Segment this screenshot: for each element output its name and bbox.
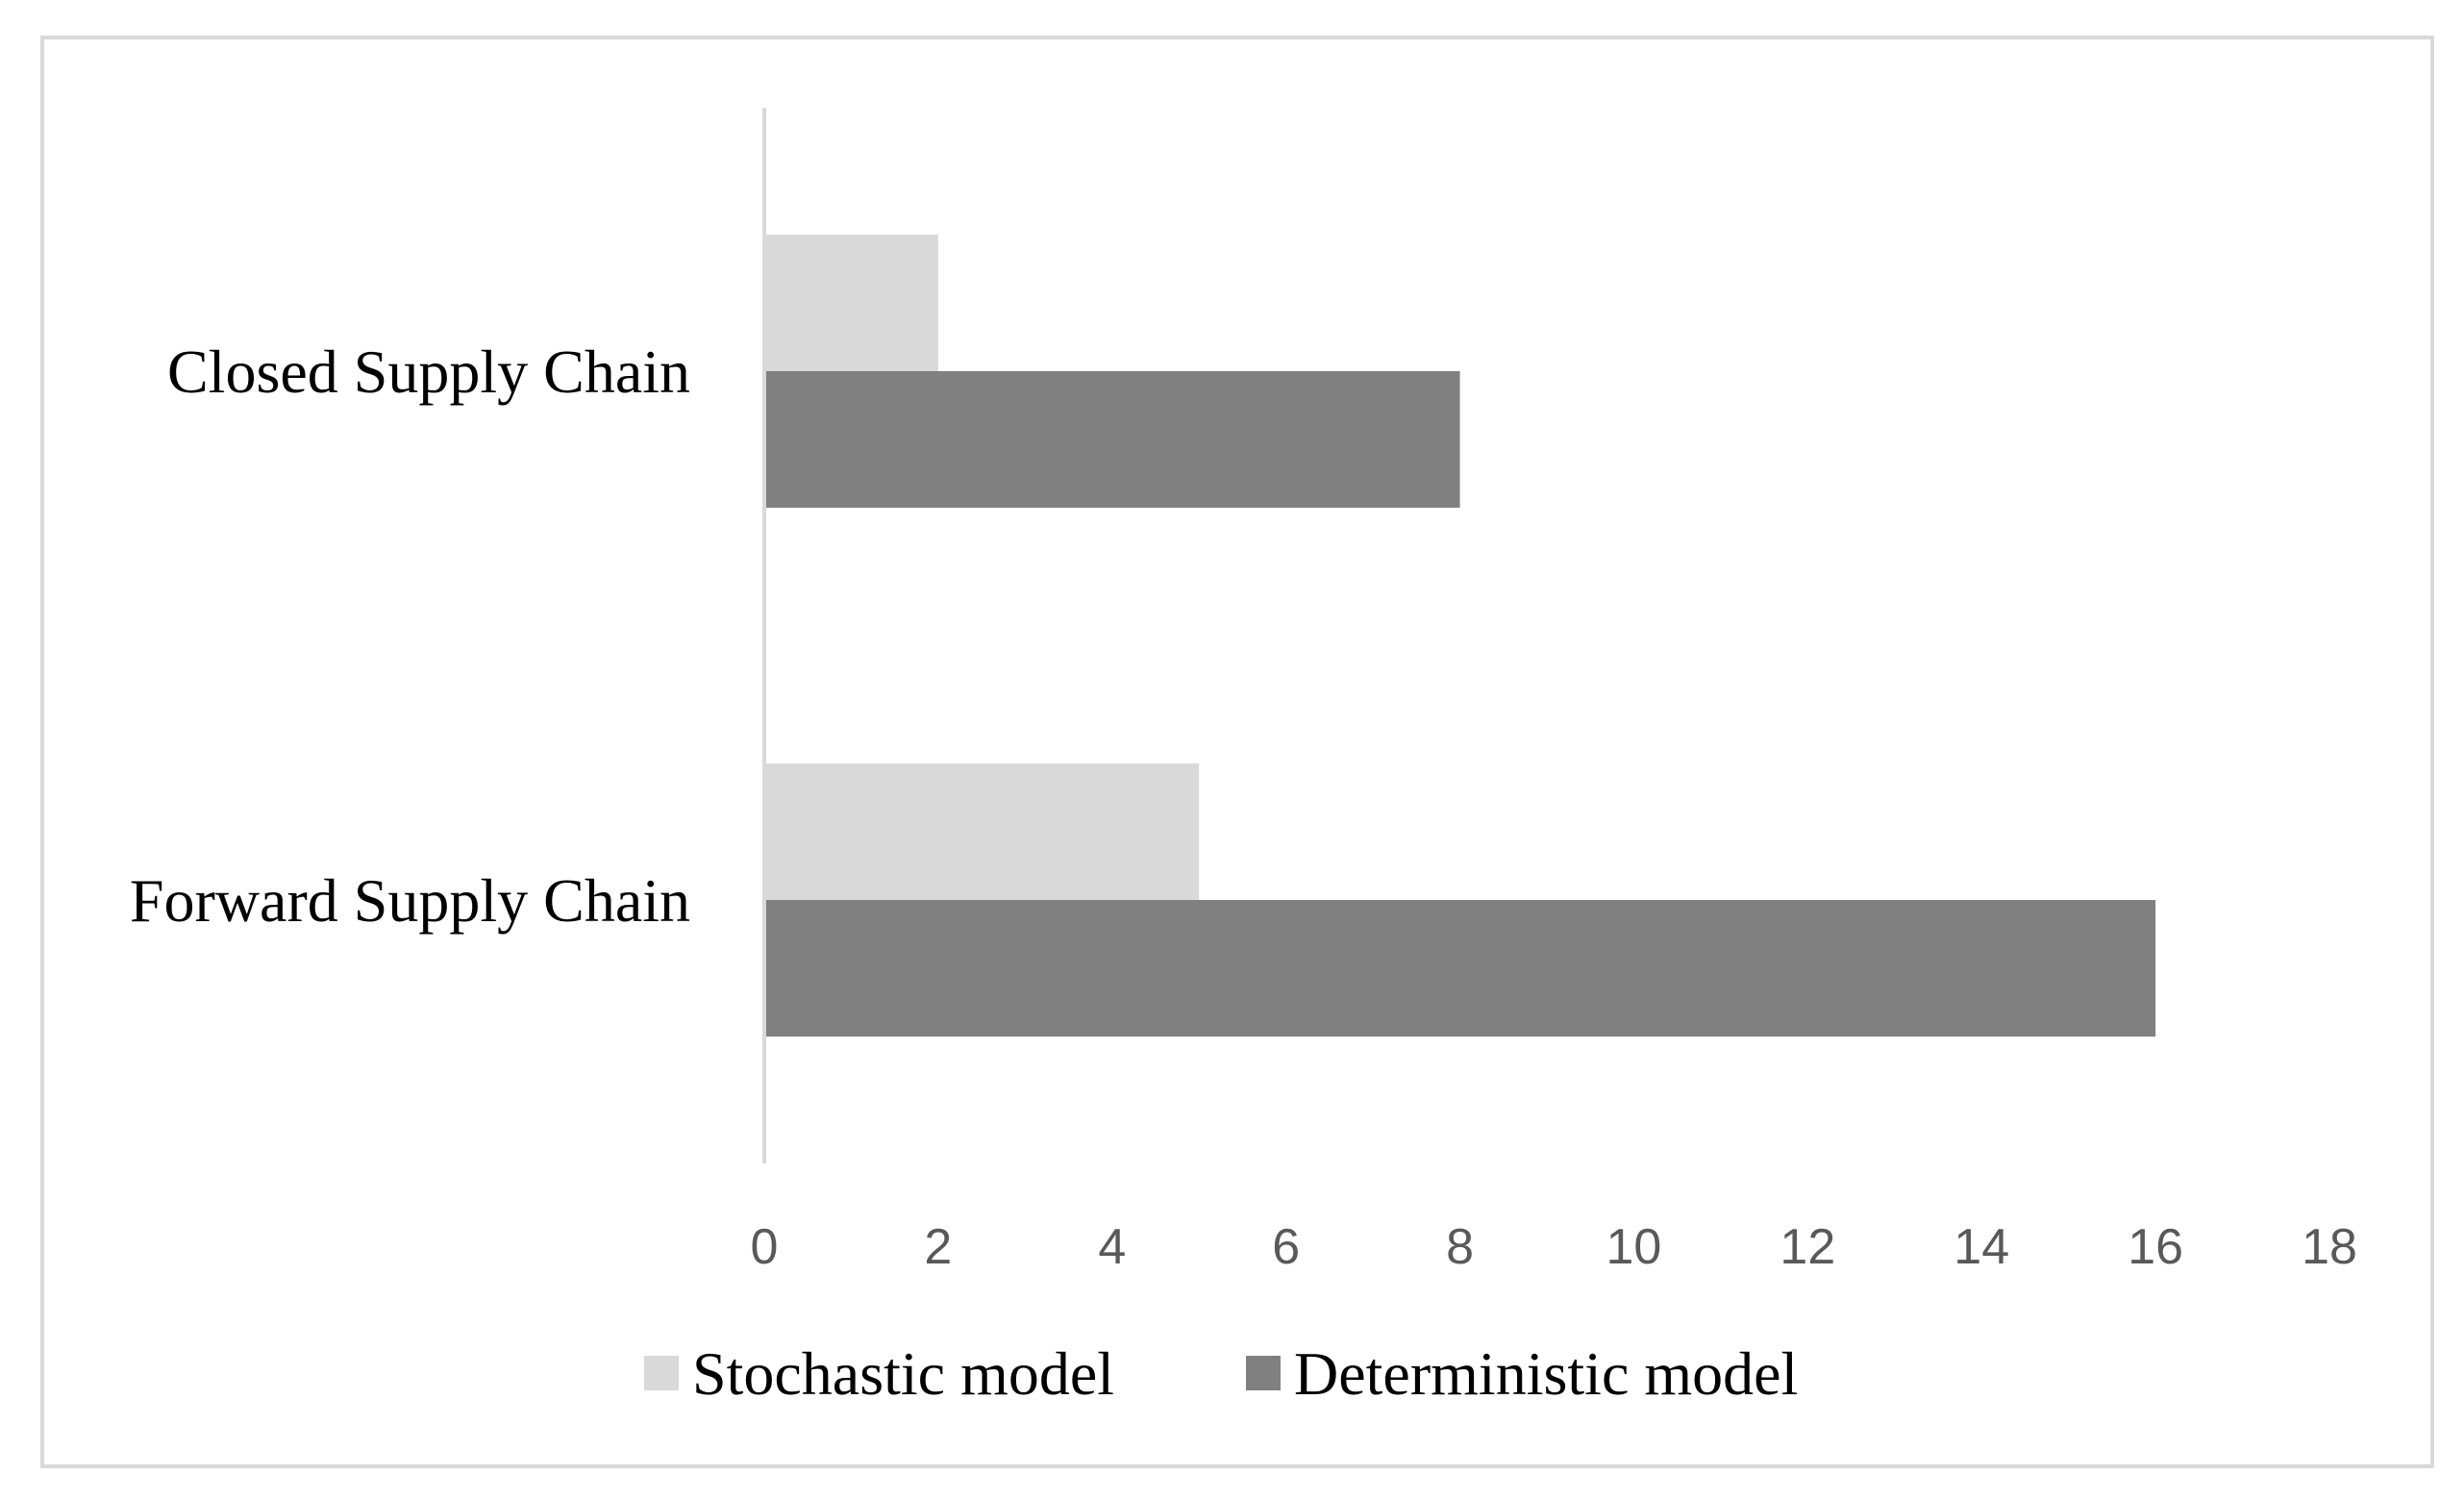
x-tick-label: 2	[924, 1219, 952, 1275]
legend: Stochastic model Deterministic model	[644, 1339, 1798, 1408]
legend-swatch-deterministic-model	[1246, 1356, 1281, 1390]
x-tick-label: 10	[1606, 1219, 1662, 1275]
bar-forward-supply-chain-stochastic-model	[764, 763, 1200, 900]
legend-swatch-stochastic-model	[644, 1356, 679, 1390]
bar-closed-supply-chain-deterministic-model	[764, 371, 1460, 508]
x-tick-label: 14	[1954, 1219, 2009, 1275]
legend-label-stochastic-model: Stochastic model	[692, 1339, 1114, 1408]
labels-layer: Closed Supply Chain Forward Supply Chain 0…	[130, 338, 2357, 1275]
bar-forward-supply-chain-deterministic-model	[764, 900, 2156, 1037]
bar-closed-supply-chain-stochastic-model	[764, 235, 938, 371]
x-tick-label: 4	[1098, 1219, 1126, 1275]
x-tick-label: 8	[1446, 1219, 1474, 1275]
category-label: Forward Supply Chain	[130, 866, 690, 935]
legend-label-deterministic-model: Deterministic model	[1294, 1339, 1798, 1408]
chart-frame	[40, 36, 2434, 1468]
x-tick-label: 12	[1780, 1219, 1835, 1275]
x-tick-label: 6	[1272, 1219, 1300, 1275]
x-tick-label: 18	[2302, 1219, 2357, 1275]
x-tick-label: 16	[2128, 1219, 2183, 1275]
category-label: Closed Supply Chain	[167, 338, 690, 406]
x-tick-label: 0	[751, 1219, 779, 1275]
bars-layer	[764, 235, 2156, 1037]
